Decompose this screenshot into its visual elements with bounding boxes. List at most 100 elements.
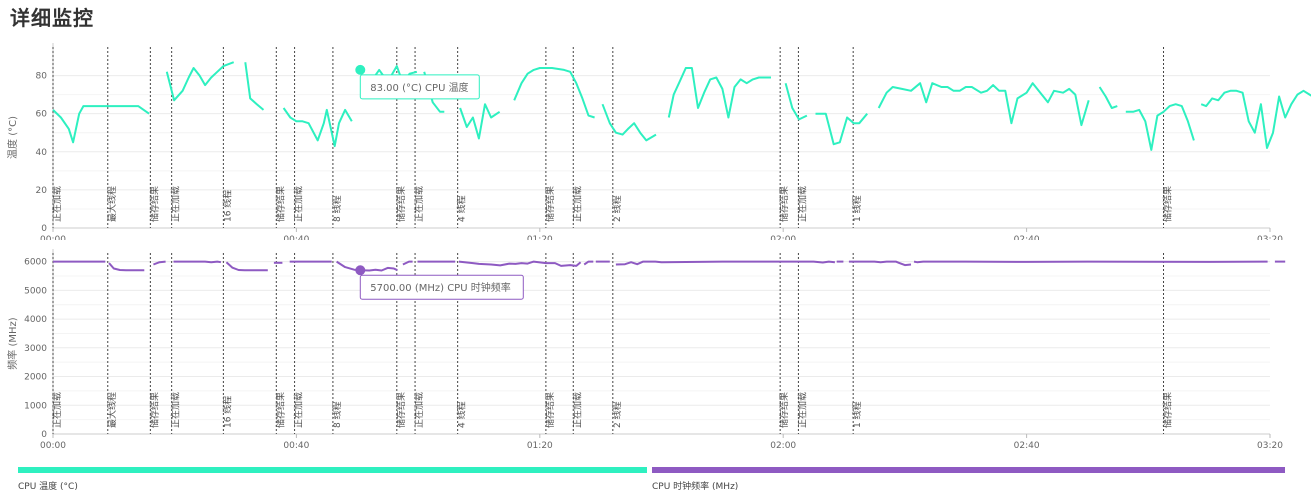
temp-event-label: 储存结果 bbox=[148, 186, 160, 222]
freq-event-label: 储存结果 bbox=[1162, 392, 1174, 428]
temp-series-line bbox=[1098, 86, 1118, 109]
temp-event-label: 储存结果 bbox=[1162, 186, 1174, 222]
freq-y-tick-label: 3000 bbox=[24, 344, 47, 354]
temp-x-tick-label: 02:40 bbox=[1014, 235, 1040, 240]
temp-y-tick-label: 0 bbox=[41, 224, 47, 234]
freq-x-tick-label: 03:20 bbox=[1257, 441, 1283, 450]
temp-y-tick-label: 40 bbox=[36, 148, 48, 158]
freq-y-tick-label: 2000 bbox=[24, 373, 47, 383]
freq-tooltip-text: 5700.00 (MHz) CPU 时钟频率 bbox=[370, 281, 510, 294]
frequency-chart[interactable]: 0 1000 2000 3000 4000 5000 6000 00:00 00:40 01:20… bbox=[0, 240, 1311, 450]
temp-x-tick-label: 02:00 bbox=[770, 235, 796, 240]
temp-event-label: 正在加载 bbox=[293, 186, 305, 222]
page-title: 详细监控 bbox=[10, 6, 94, 30]
freq-event-label: 储存结果 bbox=[395, 392, 407, 428]
temp-event-label: 最大线程 bbox=[106, 186, 118, 222]
temp-event-label: 正在加载 bbox=[413, 186, 425, 222]
temp-tooltip-box bbox=[359, 74, 480, 100]
freq-tooltip-box bbox=[359, 274, 524, 300]
freq-series-line bbox=[153, 260, 166, 266]
temp-series-line bbox=[601, 103, 657, 142]
freq-event-label: 储存结果 bbox=[544, 392, 556, 428]
temp-series-line bbox=[815, 112, 868, 146]
temp-x-tick-label: 03:20 bbox=[1257, 235, 1283, 240]
temp-event-label: 16 线程 bbox=[221, 190, 233, 222]
temp-y-tick-label: 60 bbox=[36, 110, 48, 120]
freq-event-label: 正在加载 bbox=[293, 392, 305, 428]
temp-hover-point bbox=[355, 64, 366, 75]
legend-temperature-label: CPU 温度 (°C) bbox=[18, 482, 78, 492]
temp-series-line bbox=[513, 67, 595, 119]
temp-event-label: 正在加载 bbox=[170, 186, 182, 222]
temp-series-line bbox=[52, 105, 150, 144]
temp-x-tick-label: 00:40 bbox=[283, 235, 309, 240]
freq-event-label: 4 线程 bbox=[456, 401, 468, 428]
temp-series-line bbox=[667, 67, 771, 119]
temp-event-label: 4 线程 bbox=[456, 195, 468, 222]
freq-hover-point bbox=[355, 265, 366, 276]
temp-event-label: 正在加载 bbox=[51, 186, 63, 222]
freq-event-label: 正在加载 bbox=[51, 392, 63, 428]
temp-tooltip-text: 83.00 (°C) CPU 温度 bbox=[370, 81, 468, 94]
freq-event-label: 储存结果 bbox=[148, 392, 160, 428]
freq-series-line bbox=[458, 260, 582, 267]
freq-series-line bbox=[583, 260, 594, 266]
temp-series-line bbox=[784, 82, 808, 121]
temp-series-line bbox=[1125, 103, 1195, 151]
freq-event-label: 储存结果 bbox=[778, 392, 790, 428]
freq-event-label: 正在加载 bbox=[170, 392, 182, 428]
freq-y-tick-label: 1000 bbox=[24, 401, 47, 411]
temp-event-label: 2 线程 bbox=[611, 195, 623, 222]
temp-event-label: 储存结果 bbox=[778, 186, 790, 222]
temp-y-tick-label: 80 bbox=[36, 72, 48, 82]
freq-x-tick-label: 01:20 bbox=[527, 441, 553, 450]
temp-series-line bbox=[459, 103, 501, 140]
freq-event-label: 正在加载 bbox=[796, 392, 808, 428]
freq-y-tick-label: 6000 bbox=[24, 258, 47, 268]
temp-event-label: 1 线程 bbox=[851, 195, 863, 222]
temp-event-label: 储存结果 bbox=[274, 186, 286, 222]
temperature-chart[interactable]: 0 20 40 60 80 00:00 00:40 01:20 02:00 02:40 03:20 温… bbox=[0, 0, 1311, 240]
freq-series-line bbox=[848, 260, 912, 267]
temp-event-label: 储存结果 bbox=[395, 186, 407, 222]
freq-y-axis-label: 频率 (MHz) bbox=[6, 317, 19, 369]
temp-event-label: 储存结果 bbox=[544, 186, 556, 222]
temp-series-line bbox=[165, 61, 235, 102]
temp-event-label: 正在加载 bbox=[571, 186, 583, 222]
legend-temperature-bar[interactable] bbox=[18, 467, 647, 473]
legend-frequency-label: CPU 时钟频率 (MHz) bbox=[652, 482, 739, 492]
temp-y-tick-label: 20 bbox=[36, 186, 48, 196]
temp-x-tick-label: 01:20 bbox=[527, 235, 553, 240]
temp-event-label: 正在加载 bbox=[796, 186, 808, 222]
temp-y-axis-label: 温度 (°C) bbox=[6, 116, 19, 159]
freq-series-line bbox=[225, 261, 268, 272]
freq-x-tick-label: 00:00 bbox=[40, 441, 66, 450]
temp-series-line bbox=[877, 82, 1090, 127]
freq-y-tick-label: 4000 bbox=[24, 315, 47, 325]
temp-x-tick-label: 00:00 bbox=[40, 235, 66, 240]
freq-series-line bbox=[108, 262, 145, 272]
freq-x-tick-label: 02:40 bbox=[1014, 441, 1040, 450]
freq-series-line bbox=[173, 260, 222, 264]
freq-event-label: 16 线程 bbox=[221, 396, 233, 428]
freq-event-label: 2 线程 bbox=[611, 401, 623, 428]
freq-x-tick-label: 02:00 bbox=[770, 441, 796, 450]
temp-series-line bbox=[244, 62, 265, 111]
temp-event-label: 8 线程 bbox=[331, 195, 343, 222]
legend-frequency-bar[interactable] bbox=[652, 467, 1285, 473]
freq-x-tick-label: 00:40 bbox=[283, 441, 309, 450]
freq-event-label: 8 线程 bbox=[331, 401, 343, 428]
freq-y-tick-label: 5000 bbox=[24, 286, 47, 296]
freq-event-label: 储存结果 bbox=[274, 392, 286, 428]
freq-series-line bbox=[615, 260, 835, 266]
freq-event-label: 1 线程 bbox=[851, 401, 863, 428]
freq-event-label: 正在加载 bbox=[413, 392, 425, 428]
temp-series-line bbox=[282, 107, 353, 148]
freq-series-line bbox=[402, 260, 413, 266]
temp-series-line bbox=[1200, 89, 1311, 149]
freq-series-line bbox=[336, 260, 398, 272]
freq-event-label: 正在加载 bbox=[571, 392, 583, 428]
freq-event-label: 最大线程 bbox=[106, 392, 118, 428]
freq-series-line bbox=[913, 260, 1268, 264]
freq-y-tick-label: 0 bbox=[41, 430, 47, 440]
